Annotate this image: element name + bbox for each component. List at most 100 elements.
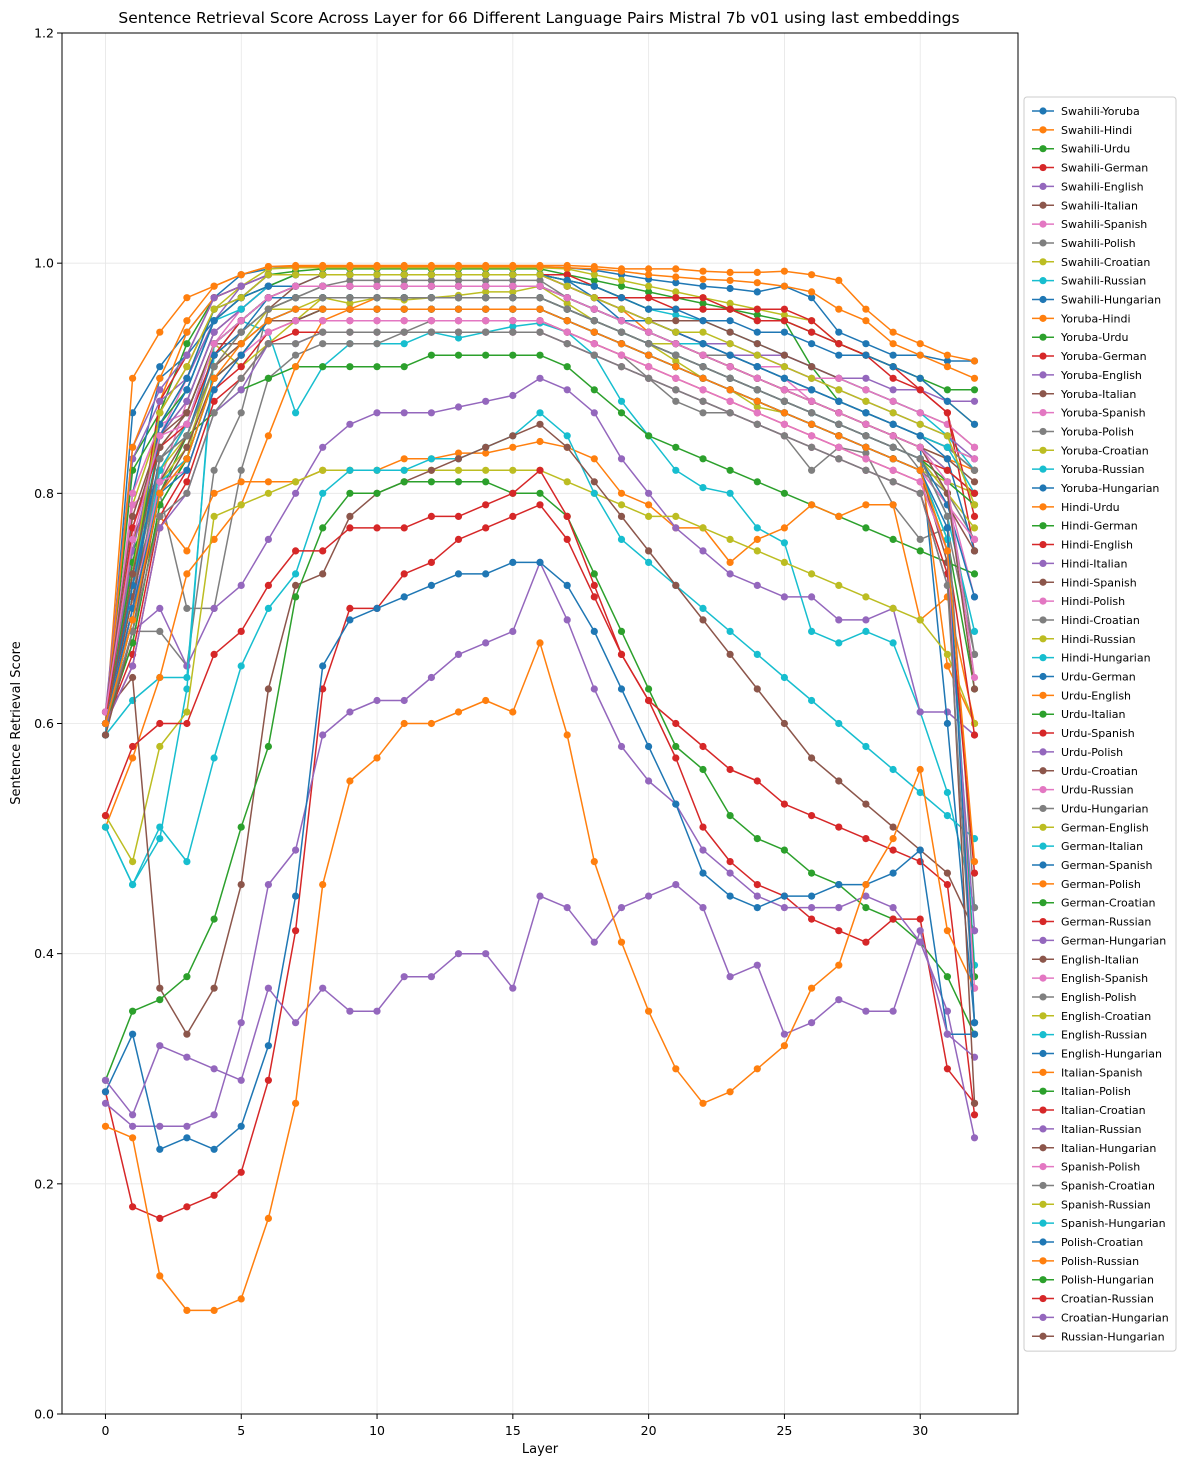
- legend-item: Yoruba-English: [1032, 369, 1142, 382]
- data-point: [617, 397, 626, 405]
- legend-label: Swahili-German: [1061, 162, 1148, 175]
- legend-item: Urdu-Croatian: [1032, 765, 1138, 778]
- data-point: [645, 363, 653, 371]
- data-point: [889, 501, 897, 509]
- legend-item: Yoruba-Polish: [1032, 425, 1134, 438]
- data-point: [753, 328, 761, 336]
- data-point: [536, 294, 544, 302]
- data-point: [156, 823, 164, 831]
- data-point: [183, 547, 191, 555]
- data-point: [672, 754, 680, 762]
- data-point: [808, 328, 816, 336]
- data-point: [726, 268, 734, 276]
- legend-item: Swahili-Polish: [1032, 237, 1136, 250]
- data-point: [237, 271, 245, 279]
- data-point: [346, 1007, 354, 1015]
- data-point: [699, 328, 707, 336]
- data-point: [129, 742, 137, 751]
- data-point: [536, 351, 544, 359]
- data-point: [183, 374, 191, 382]
- data-point: [129, 1007, 137, 1015]
- data-point: [970, 357, 979, 365]
- data-point: [916, 547, 924, 555]
- data-point: [346, 271, 354, 279]
- data-point: [617, 340, 626, 348]
- data-point: [346, 305, 354, 313]
- legend-marker: [1039, 1276, 1047, 1284]
- data-point: [808, 374, 816, 382]
- legend-label: Yoruba-Hindi: [1060, 312, 1131, 325]
- data-point: [346, 299, 354, 307]
- data-point: [292, 340, 300, 348]
- data-point: [862, 340, 870, 348]
- data-point: [835, 432, 843, 440]
- data-point: [943, 443, 952, 451]
- x-tick-label: 10: [369, 1423, 385, 1438]
- data-point: [889, 604, 897, 613]
- data-point: [943, 812, 952, 820]
- legend-label: Swahili-Yoruba: [1061, 105, 1140, 118]
- legend-item: Urdu-German: [1032, 671, 1136, 684]
- legend-marker: [1039, 597, 1047, 605]
- data-point: [264, 340, 272, 348]
- data-point: [753, 363, 761, 371]
- data-point: [509, 271, 517, 279]
- legend-item: Spanish-Hungarian: [1032, 1217, 1166, 1230]
- data-point: [292, 263, 300, 271]
- data-point: [264, 1076, 272, 1084]
- legend-label: English-Hungarian: [1061, 1048, 1162, 1061]
- data-point: [645, 777, 653, 785]
- data-point: [970, 1019, 979, 1027]
- data-point: [943, 708, 952, 716]
- legend-item: Swahili-Spanish: [1032, 218, 1147, 231]
- data-point: [617, 409, 626, 417]
- legend-label: Italian-Hungarian: [1061, 1142, 1156, 1155]
- data-point: [427, 317, 435, 325]
- legend-item: Swahili-Urdu: [1032, 143, 1130, 156]
- data-point: [916, 443, 924, 451]
- data-point: [563, 616, 571, 624]
- data-point: [753, 386, 761, 394]
- legend-item: Hindi-Croatian: [1032, 614, 1140, 627]
- data-point: [346, 777, 354, 785]
- data-point: [726, 535, 734, 544]
- data-point: [970, 524, 979, 532]
- data-point: [726, 1088, 734, 1096]
- data-point: [292, 282, 300, 290]
- data-point: [672, 397, 680, 405]
- data-point: [292, 1099, 300, 1107]
- data-point: [183, 604, 191, 613]
- data-point: [753, 650, 761, 659]
- data-point: [292, 593, 300, 601]
- data-point: [292, 846, 300, 854]
- data-point: [101, 1088, 110, 1096]
- data-point: [889, 835, 897, 843]
- data-point: [808, 432, 816, 440]
- data-point: [454, 449, 463, 457]
- data-point: [101, 731, 110, 739]
- data-point: [319, 547, 327, 555]
- legend-label: Yoruba-Croatian: [1060, 444, 1149, 457]
- data-point: [590, 938, 598, 946]
- data-point: [726, 558, 734, 567]
- legend-label: German-Russian: [1061, 916, 1151, 929]
- data-point: [699, 1099, 707, 1107]
- data-point: [780, 846, 789, 854]
- data-point: [943, 397, 952, 405]
- data-point: [482, 288, 490, 296]
- y-tick-label: 0.0: [34, 1407, 54, 1422]
- data-point: [672, 581, 680, 590]
- data-point: [943, 869, 952, 877]
- data-point: [645, 547, 653, 555]
- legend-marker: [1039, 767, 1047, 775]
- data-point: [237, 1019, 245, 1027]
- data-point: [943, 512, 952, 521]
- data-point: [129, 512, 137, 521]
- data-point: [753, 547, 761, 555]
- legend-label: German-English: [1061, 821, 1149, 834]
- data-point: [970, 1099, 979, 1107]
- data-point: [509, 512, 517, 521]
- data-point: [346, 489, 354, 497]
- data-point: [645, 1007, 653, 1015]
- legend-marker: [1039, 1012, 1047, 1020]
